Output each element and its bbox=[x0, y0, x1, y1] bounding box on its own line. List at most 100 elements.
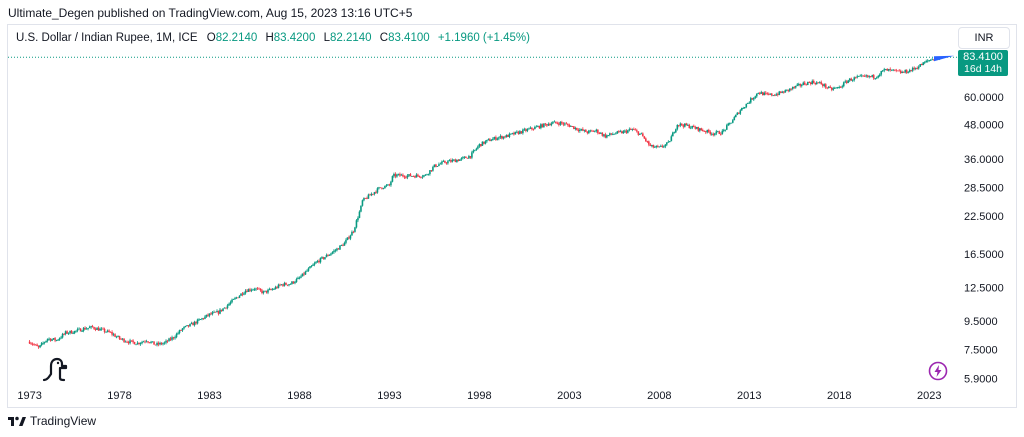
candle-body bbox=[289, 284, 292, 285]
candle-body bbox=[42, 342, 44, 344]
candle-body bbox=[764, 92, 767, 94]
candle-body bbox=[33, 344, 35, 346]
candle-body bbox=[327, 255, 329, 256]
candle-body bbox=[775, 94, 778, 96]
candle-body bbox=[486, 139, 488, 142]
candle-body bbox=[863, 75, 866, 77]
candle-body bbox=[63, 333, 65, 335]
candle-body bbox=[633, 129, 635, 130]
footer-brand[interactable]: TradingView bbox=[8, 414, 96, 428]
candle-body bbox=[400, 174, 403, 176]
candle-body bbox=[369, 194, 371, 196]
candle-body bbox=[526, 129, 529, 131]
candle-body bbox=[715, 131, 718, 134]
candle-body bbox=[625, 130, 628, 133]
candle-body bbox=[48, 338, 50, 340]
candle-body bbox=[910, 70, 913, 71]
x-tick-label: 1973 bbox=[17, 390, 41, 402]
candle-body bbox=[896, 70, 899, 72]
candle-body bbox=[123, 338, 125, 342]
candle-body bbox=[475, 148, 478, 150]
candle-body bbox=[585, 129, 587, 132]
candle-body bbox=[330, 253, 332, 255]
candle-body bbox=[767, 93, 770, 95]
candle-body bbox=[435, 164, 437, 167]
candle-body bbox=[480, 144, 482, 146]
candle-body bbox=[210, 313, 212, 315]
candle-body bbox=[555, 121, 557, 123]
candle-body bbox=[484, 141, 487, 144]
candle-body bbox=[507, 134, 509, 137]
currency-button[interactable]: INR bbox=[958, 27, 1010, 49]
candle-body bbox=[310, 265, 313, 267]
candle-body bbox=[887, 69, 890, 71]
candle-body bbox=[803, 82, 806, 85]
candle-body bbox=[189, 323, 191, 327]
y-tick-label: 28.5000 bbox=[964, 183, 1004, 195]
candle-body bbox=[499, 135, 502, 138]
candle-body bbox=[192, 323, 194, 326]
candle-body bbox=[624, 130, 626, 132]
candle-body bbox=[661, 145, 664, 147]
candle-body bbox=[889, 69, 892, 70]
candle-body bbox=[607, 135, 610, 136]
x-tick-label: 2003 bbox=[557, 390, 581, 402]
tradingview-logo-icon bbox=[8, 416, 26, 426]
candle-body bbox=[303, 273, 305, 275]
candle-body bbox=[445, 162, 448, 164]
candle-body bbox=[478, 144, 481, 147]
candle-body bbox=[733, 117, 736, 121]
candle-body bbox=[273, 289, 275, 290]
candle-body bbox=[520, 131, 523, 134]
candle-body bbox=[802, 82, 805, 86]
candle-body bbox=[805, 84, 808, 86]
lightning-icon[interactable] bbox=[928, 361, 948, 381]
candle-body bbox=[99, 328, 101, 331]
candle-body bbox=[522, 129, 524, 134]
candle-body bbox=[809, 82, 812, 84]
candle-body bbox=[582, 129, 584, 131]
candle-body bbox=[591, 130, 593, 132]
candle-body bbox=[627, 130, 629, 133]
dinosaur-icon[interactable] bbox=[40, 356, 70, 384]
candle-body bbox=[43, 342, 46, 343]
candle-body bbox=[298, 277, 301, 279]
x-tick-label: 2018 bbox=[827, 390, 851, 402]
candle-body bbox=[256, 288, 259, 290]
candle-body bbox=[453, 159, 455, 161]
symbol-name[interactable]: U.S. Dollar / Indian Rupee, 1M, ICE bbox=[16, 32, 198, 44]
candle-body bbox=[853, 77, 856, 80]
candle-body bbox=[193, 321, 196, 326]
candle-body bbox=[721, 130, 724, 135]
candle-body bbox=[579, 129, 581, 132]
candle-body bbox=[785, 89, 788, 91]
candle-body bbox=[316, 260, 319, 263]
candle-body bbox=[757, 92, 760, 94]
candle-body bbox=[135, 344, 137, 346]
candle-body bbox=[51, 339, 53, 341]
candle-body bbox=[357, 217, 359, 221]
y-tick-label: 7.5000 bbox=[964, 344, 998, 356]
candle-body bbox=[354, 227, 356, 232]
candle-body bbox=[546, 124, 548, 126]
candle-body bbox=[199, 319, 202, 320]
candle-body bbox=[360, 205, 362, 212]
candle-body bbox=[300, 276, 302, 278]
candle-body bbox=[740, 108, 743, 111]
candle-body bbox=[483, 141, 485, 144]
candle-body bbox=[64, 331, 67, 335]
candle-body bbox=[835, 87, 838, 89]
candle-body bbox=[175, 333, 178, 338]
candle-body bbox=[636, 130, 638, 132]
candle-body bbox=[432, 166, 434, 171]
candle-body bbox=[150, 341, 152, 343]
candle-body bbox=[808, 82, 811, 83]
candle-body bbox=[295, 279, 298, 283]
candle-body bbox=[178, 330, 181, 334]
candle-body bbox=[90, 326, 92, 328]
candle-body bbox=[752, 97, 755, 100]
candle-body bbox=[851, 79, 854, 81]
candle-body bbox=[159, 342, 161, 345]
candle-body bbox=[600, 132, 602, 134]
